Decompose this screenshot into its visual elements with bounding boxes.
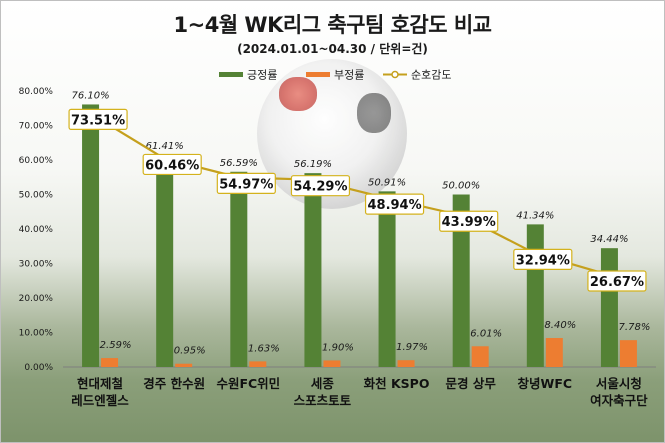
net-label-box bbox=[216, 172, 276, 194]
bar-positive-label: 41.34% bbox=[516, 210, 554, 221]
x-category-label: 수원FC위민 bbox=[216, 376, 280, 391]
bar-negative-label: 2.59% bbox=[100, 340, 132, 351]
net-label-box bbox=[587, 270, 647, 292]
bar-negative-label: 1.90% bbox=[322, 342, 354, 353]
x-category-label: 레드엔젤스 bbox=[71, 393, 129, 408]
bar-negative-label: 6.01% bbox=[470, 328, 502, 339]
y-tick-label: 20.00% bbox=[19, 294, 54, 304]
net-point-label: 43.99% bbox=[442, 215, 496, 230]
bar-negative-label: 7.78% bbox=[619, 322, 651, 333]
bar-positive bbox=[230, 171, 248, 367]
net-point-label: 54.97% bbox=[219, 177, 273, 192]
x-category-label: 서울시청 bbox=[596, 376, 642, 391]
bar-negative bbox=[101, 358, 119, 367]
y-tick-label: 80.00% bbox=[19, 87, 54, 97]
y-tick-label: 60.00% bbox=[19, 156, 54, 166]
legend-net-marker bbox=[391, 70, 399, 79]
chart-subtitle: (2024.01.01~04.30 / 단위=건) bbox=[237, 42, 428, 56]
bar-positive-label: 76.10% bbox=[71, 90, 109, 101]
bar-positive bbox=[378, 191, 396, 367]
bar-negative bbox=[249, 361, 267, 367]
x-category-label: 창녕WFC bbox=[518, 376, 573, 391]
bar-positive bbox=[82, 104, 100, 367]
net-label-box bbox=[68, 108, 128, 130]
net-label-box bbox=[513, 248, 573, 270]
chart-title: 1~4월 WK리그 축구팀 호감도 비교 bbox=[173, 13, 492, 37]
net-label-box bbox=[142, 153, 202, 176]
bar-positive-label: 50.00% bbox=[442, 181, 480, 192]
bar-positive-label: 56.59% bbox=[220, 158, 258, 169]
net-point-label: 26.67% bbox=[590, 275, 644, 290]
bar-positive bbox=[452, 194, 470, 367]
bar-positive-label: 61.41% bbox=[146, 141, 184, 152]
x-category-label: 문경 상무 bbox=[446, 376, 497, 391]
net-label-box bbox=[439, 210, 499, 232]
legend-negative-swatch bbox=[306, 72, 330, 77]
x-category-label: 현대제철 bbox=[77, 376, 123, 391]
legend-net-label: 순호감도 bbox=[411, 69, 451, 82]
bar-positive-label: 56.19% bbox=[294, 159, 332, 170]
bar-negative bbox=[175, 363, 193, 367]
x-category-label: 화천 KSPO bbox=[364, 376, 430, 391]
x-category-label: 스포츠토토 bbox=[294, 393, 352, 408]
bar-negative-label: 8.40% bbox=[544, 320, 576, 331]
legend-positive-label: 긍정률 bbox=[247, 69, 277, 82]
net-point-label: 48.94% bbox=[367, 198, 421, 213]
bar-negative bbox=[545, 338, 563, 367]
bar-negative bbox=[619, 340, 637, 367]
bar-negative-label: 1.97% bbox=[396, 342, 428, 353]
net-point-label: 60.46% bbox=[145, 158, 199, 173]
net-point-label: 54.29% bbox=[293, 180, 347, 195]
net-point-label: 73.51% bbox=[71, 113, 125, 128]
bar-positive bbox=[156, 155, 174, 367]
y-tick-label: 50.00% bbox=[19, 191, 54, 201]
legend-negative-label: 부정률 bbox=[334, 69, 364, 82]
y-tick-label: 70.00% bbox=[19, 122, 54, 132]
x-category-label: 경주 한수원 bbox=[143, 376, 205, 391]
y-tick-label: 40.00% bbox=[19, 225, 54, 235]
bar-positive bbox=[304, 173, 322, 367]
bar-negative bbox=[471, 346, 489, 367]
net-point-label: 32.94% bbox=[516, 253, 570, 268]
x-category-label: 세종 bbox=[311, 376, 335, 391]
bar-negative bbox=[323, 360, 341, 367]
bar-negative-label: 0.95% bbox=[174, 346, 206, 357]
net-label-box bbox=[290, 175, 351, 197]
bar-positive-label: 34.44% bbox=[590, 234, 628, 245]
x-category-label: 여자축구단 bbox=[590, 393, 648, 408]
net-label-box bbox=[364, 193, 425, 215]
y-tick-label: 10.00% bbox=[19, 329, 54, 339]
bar-positive-label: 50.91% bbox=[368, 177, 406, 188]
y-tick-label: 30.00% bbox=[19, 260, 54, 270]
bar-negative-label: 1.63% bbox=[248, 343, 280, 354]
bar-positive bbox=[600, 248, 618, 367]
bar-positive bbox=[526, 224, 544, 367]
bar-negative bbox=[397, 360, 415, 367]
y-tick-label: 0.00% bbox=[24, 363, 53, 373]
legend-positive-swatch bbox=[219, 72, 243, 77]
